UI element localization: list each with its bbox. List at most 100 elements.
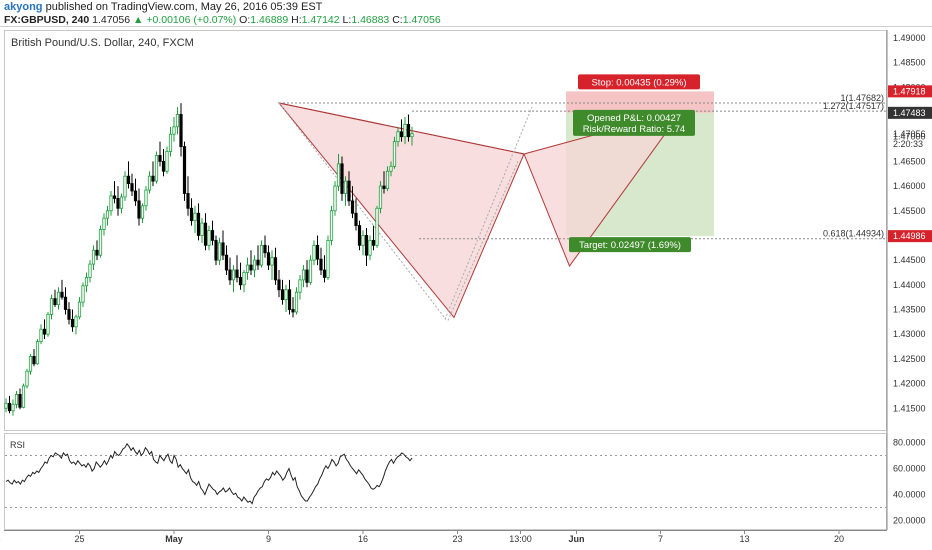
- candle-body: [196, 212, 201, 236]
- candle-body: [193, 212, 197, 222]
- price-tick-label: 1.42000: [893, 379, 926, 389]
- candle-body: [210, 230, 215, 241]
- candle-body: [28, 356, 33, 372]
- fib-level-label: 0.618(1.44934): [823, 229, 884, 239]
- price-tick-label: 1.44000: [893, 280, 926, 290]
- stop-loss-zone: [566, 91, 714, 113]
- candle-body: [175, 114, 180, 128]
- candle-body: [137, 200, 141, 219]
- time-tick-label: May: [165, 534, 183, 544]
- candle-body: [224, 254, 229, 271]
- time-tick-label: 16: [358, 534, 368, 544]
- candle-body: [242, 272, 246, 286]
- candle-body: [389, 165, 393, 172]
- price-tag-label: 1.47918: [893, 86, 926, 96]
- candle-body: [238, 277, 243, 286]
- pattern-dotted-ab2: [447, 161, 519, 321]
- time-tick-label: 20: [834, 534, 844, 544]
- stop-badge-text: Stop: 0.00435 (0.29%): [591, 77, 686, 88]
- candle-body: [109, 195, 113, 212]
- candle-body: [396, 131, 400, 143]
- time-tick-label: 7: [658, 534, 663, 544]
- price-tick-label: 1.41500: [893, 403, 926, 413]
- candle-body: [74, 316, 78, 328]
- price-tick-label: 1.48500: [893, 58, 926, 68]
- candle-body: [140, 205, 145, 219]
- candle-body: [308, 259, 313, 283]
- candle-body: [350, 200, 355, 214]
- candle-body: [336, 163, 341, 187]
- price-tag-bg: [888, 85, 932, 98]
- pl-badge-bg: [573, 109, 695, 136]
- candle-body: [287, 289, 292, 310]
- candle-body: [343, 180, 348, 194]
- chart-header: akyong published on TradingView.com, May…: [0, 0, 932, 26]
- candle-body: [203, 222, 208, 246]
- candle-body: [214, 239, 218, 261]
- candle-body: [112, 195, 117, 199]
- close-value: 1.47056: [402, 14, 441, 26]
- candle-body: [133, 190, 138, 202]
- open-label: O:: [239, 14, 251, 26]
- rsi-tick-label: 40.0000: [893, 490, 926, 500]
- candle-body: [165, 151, 169, 172]
- candle-body: [186, 193, 190, 209]
- candle-body: [403, 123, 407, 138]
- price-tick-label: 1.46500: [893, 156, 926, 166]
- candle-body: [200, 222, 204, 236]
- candle-body: [340, 163, 344, 194]
- candle-body: [53, 298, 57, 305]
- candle-body: [126, 175, 131, 184]
- low-label: L:: [342, 14, 352, 26]
- candle-body: [84, 277, 89, 287]
- time-tick-label: 18: [0, 534, 1, 544]
- rsi-tick-label: 80.0000: [893, 438, 926, 448]
- candle-body: [39, 328, 43, 342]
- candle-body: [105, 210, 110, 219]
- candle-body: [119, 196, 124, 209]
- price-tick-label: 1.42500: [893, 354, 926, 364]
- price-tag-bg: [888, 230, 932, 243]
- price-tag-label: 1.44986: [893, 231, 926, 241]
- candle-body: [35, 341, 40, 365]
- time-tick-label: 25: [74, 534, 84, 544]
- symbol-label[interactable]: FX:GBPUSD, 240: [4, 14, 90, 26]
- pl-badge-text: Risk/Reward Ratio: 5.74: [583, 124, 685, 135]
- pl-badge-text: Opened P&L: 0.00427: [587, 113, 681, 124]
- fib-level-label: 1.272(1.47517): [823, 101, 884, 111]
- candle-body: [42, 328, 47, 335]
- target-badge-bg: [569, 237, 691, 253]
- author-link[interactable]: akyong: [4, 1, 43, 13]
- price-tag-label: 1.47483: [893, 108, 926, 118]
- low-value: 1.46883: [351, 14, 390, 26]
- price-tick-label: 1.43500: [893, 305, 926, 315]
- candle-body: [329, 210, 334, 241]
- candle-body: [406, 123, 411, 138]
- candle-body: [21, 385, 26, 408]
- candle-body: [77, 301, 82, 318]
- high-value: 1.47142: [301, 14, 340, 26]
- target-badge-text: Target: 0.02497 (1.69%): [579, 240, 681, 251]
- candle-body: [217, 242, 222, 261]
- candle-body: [249, 264, 253, 271]
- candle-body: [18, 394, 22, 408]
- price-tick-label: 1.46000: [893, 181, 926, 191]
- candle-body: [263, 244, 267, 254]
- candle-body: [382, 185, 386, 189]
- candle-body: [63, 296, 68, 310]
- close-label: C:: [392, 14, 403, 26]
- candle-body: [49, 298, 54, 315]
- candle-body: [399, 131, 404, 138]
- candle-body: [270, 257, 274, 266]
- stop-badge-bg: [578, 74, 700, 90]
- candle-body: [56, 291, 61, 305]
- candle-body: [361, 235, 365, 246]
- rsi-label: RSI: [10, 440, 25, 450]
- candle-body: [273, 257, 278, 281]
- candle-body: [245, 264, 250, 273]
- candle-body: [364, 235, 369, 256]
- time-tick-label: 13:00: [509, 534, 532, 544]
- candle-body: [98, 229, 103, 256]
- candle-body: [326, 239, 330, 278]
